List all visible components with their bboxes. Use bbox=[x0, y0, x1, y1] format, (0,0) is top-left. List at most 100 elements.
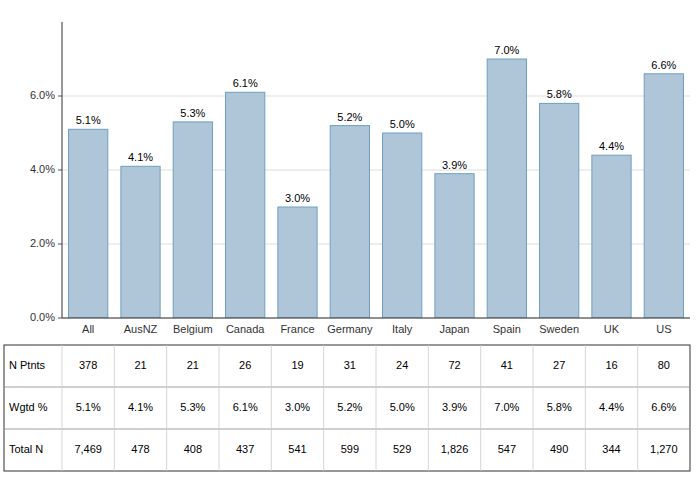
bar bbox=[69, 129, 108, 318]
data-label: 7.0% bbox=[494, 44, 519, 56]
table-cell: 408 bbox=[184, 443, 202, 455]
table-cell: 1,270 bbox=[650, 443, 678, 455]
table-row-label: N Ptnts bbox=[9, 359, 46, 371]
table-cell: 26 bbox=[239, 359, 251, 371]
table-cell: 437 bbox=[236, 443, 254, 455]
x-tick-label: Belgium bbox=[173, 323, 213, 335]
table-cell: 80 bbox=[658, 359, 670, 371]
grid-line bbox=[62, 318, 690, 319]
table-col-line bbox=[428, 345, 429, 471]
x-tick-label: Canada bbox=[226, 323, 265, 335]
table-cell: 1,826 bbox=[441, 443, 469, 455]
table-col-line bbox=[62, 345, 63, 471]
table-cell: 19 bbox=[291, 359, 303, 371]
table-cell: 41 bbox=[501, 359, 513, 371]
y-axis bbox=[62, 22, 63, 318]
table-cell: 547 bbox=[498, 443, 516, 455]
table-col-line bbox=[166, 345, 167, 471]
table-cell: 27 bbox=[553, 359, 565, 371]
table-col-line bbox=[323, 345, 324, 471]
x-tick-label: Spain bbox=[493, 323, 521, 335]
table-cell: 478 bbox=[131, 443, 149, 455]
table-cell: 4.4% bbox=[599, 401, 624, 413]
x-tick-label: UK bbox=[604, 323, 620, 335]
x-tick-label: US bbox=[656, 323, 671, 335]
y-tick-label: 4.0% bbox=[30, 163, 55, 175]
table-cell: 21 bbox=[187, 359, 199, 371]
table-cell: 7.0% bbox=[494, 401, 519, 413]
table-cell: 5.8% bbox=[547, 401, 572, 413]
data-label: 5.8% bbox=[547, 88, 572, 100]
bar bbox=[121, 166, 160, 318]
bars bbox=[69, 59, 684, 318]
bar bbox=[383, 133, 422, 318]
table-col-line bbox=[585, 345, 586, 471]
table-cell: 6.1% bbox=[233, 401, 258, 413]
table-cell: 5.0% bbox=[390, 401, 415, 413]
x-tick-label: Italy bbox=[392, 323, 413, 335]
table-cell: 72 bbox=[448, 359, 460, 371]
table-cell: 541 bbox=[288, 443, 306, 455]
data-label: 4.4% bbox=[599, 140, 624, 152]
table-row-line bbox=[4, 387, 690, 388]
table-cell: 24 bbox=[396, 359, 408, 371]
data-label: 6.1% bbox=[233, 77, 258, 89]
bar bbox=[592, 155, 631, 318]
table-cell: 16 bbox=[605, 359, 617, 371]
table-cell: 6.6% bbox=[651, 401, 676, 413]
x-tick-label: AusNZ bbox=[124, 323, 158, 335]
table-cell: 21 bbox=[134, 359, 146, 371]
table-col-line bbox=[271, 345, 272, 471]
y-tick-label: 2.0% bbox=[30, 237, 55, 249]
table-border bbox=[4, 345, 690, 471]
data-label: 5.2% bbox=[337, 111, 362, 123]
table-cell: 529 bbox=[393, 443, 411, 455]
table-cell: 7,469 bbox=[74, 443, 102, 455]
y-tick bbox=[58, 244, 62, 245]
bar bbox=[173, 122, 212, 318]
grid bbox=[62, 96, 690, 318]
table-cell: 3.9% bbox=[442, 401, 467, 413]
y-tick bbox=[58, 96, 62, 97]
bar bbox=[330, 126, 369, 318]
bar bbox=[435, 174, 474, 318]
x-tick-label: Sweden bbox=[539, 323, 579, 335]
x-axis bbox=[62, 318, 690, 319]
table-cell: 378 bbox=[79, 359, 97, 371]
table-cell: 5.1% bbox=[76, 401, 101, 413]
x-tick-label: Germany bbox=[327, 323, 373, 335]
x-tick-label: All bbox=[82, 323, 94, 335]
table-cell: 5.2% bbox=[337, 401, 362, 413]
table-cell: 3.0% bbox=[285, 401, 310, 413]
table-col-line bbox=[533, 345, 534, 471]
data-label: 5.0% bbox=[390, 118, 415, 130]
x-tick-label: France bbox=[280, 323, 314, 335]
data-label: 3.9% bbox=[442, 159, 467, 171]
x-tick-label: Japan bbox=[440, 323, 470, 335]
grid-line bbox=[62, 96, 690, 97]
chart: 0.0%2.0%4.0%6.0%5.1%4.1%5.3%6.1%3.0%5.2%… bbox=[0, 0, 700, 500]
table-row-label: Total N bbox=[9, 443, 43, 455]
data-label: 4.1% bbox=[128, 151, 153, 163]
table-row-label: Wgtd % bbox=[9, 401, 48, 413]
table-col-line bbox=[219, 345, 220, 471]
table-cell: 5.3% bbox=[180, 401, 205, 413]
table-cell: 31 bbox=[344, 359, 356, 371]
bar bbox=[644, 74, 683, 318]
table-row-line bbox=[4, 429, 690, 430]
table-col-line bbox=[114, 345, 115, 471]
bar bbox=[278, 207, 317, 318]
data-label: 5.1% bbox=[76, 114, 101, 126]
y-tick-label: 6.0% bbox=[30, 89, 55, 101]
y-tick bbox=[58, 318, 62, 319]
data-label: 5.3% bbox=[180, 107, 205, 119]
table-cell: 599 bbox=[341, 443, 359, 455]
table-cell: 490 bbox=[550, 443, 568, 455]
bar bbox=[540, 103, 579, 318]
table-col-line bbox=[376, 345, 377, 471]
table-cell: 344 bbox=[602, 443, 620, 455]
table-cell: 4.1% bbox=[128, 401, 153, 413]
data-label: 3.0% bbox=[285, 192, 310, 204]
table-col-line bbox=[637, 345, 638, 471]
y-tick bbox=[58, 170, 62, 171]
